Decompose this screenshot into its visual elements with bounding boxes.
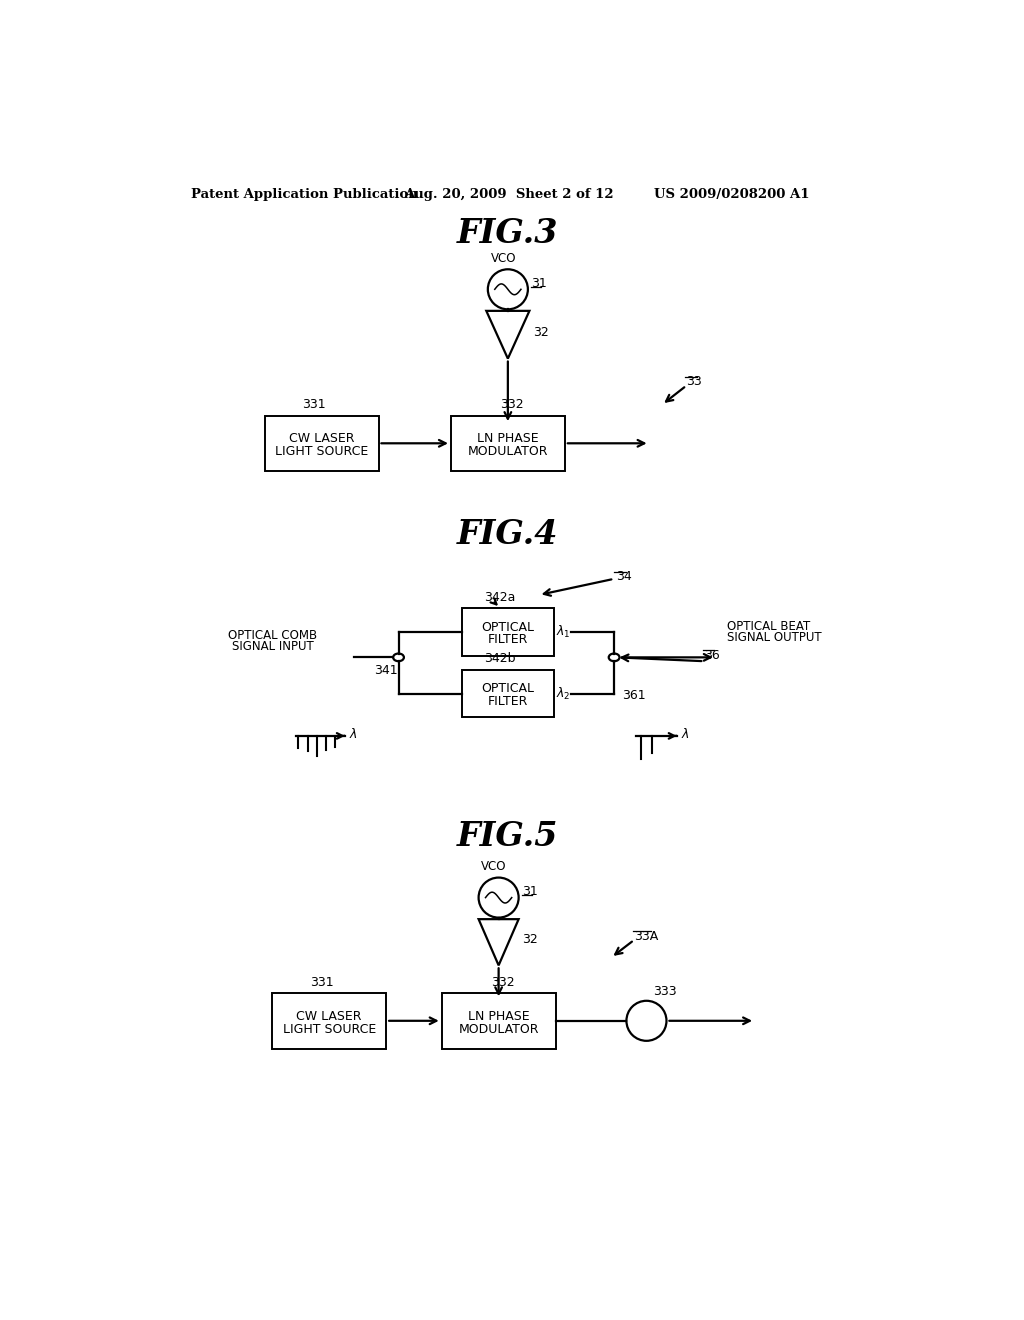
Text: 33A: 33A [634, 929, 658, 942]
Text: US 2009/0208200 A1: US 2009/0208200 A1 [654, 187, 810, 201]
Text: FIG.5: FIG.5 [457, 820, 559, 853]
Text: 331: 331 [302, 399, 326, 412]
Bar [462, 609, 554, 656]
Text: 332: 332 [500, 399, 523, 412]
Polygon shape [486, 312, 529, 359]
Text: OPTICAL BEAT: OPTICAL BEAT [727, 620, 811, 634]
Text: 33: 33 [686, 375, 702, 388]
Polygon shape [478, 919, 518, 965]
Bar [272, 993, 386, 1048]
Text: Aug. 20, 2009  Sheet 2 of 12: Aug. 20, 2009 Sheet 2 of 12 [403, 187, 613, 201]
Text: 32: 32 [534, 326, 549, 339]
Bar [462, 669, 554, 718]
Text: CW LASER: CW LASER [297, 1010, 361, 1023]
Text: 342a: 342a [484, 591, 516, 603]
Text: FIG.4: FIG.4 [457, 517, 559, 550]
Text: OPTICAL: OPTICAL [481, 620, 535, 634]
Text: 333: 333 [652, 985, 676, 998]
Bar [264, 416, 379, 471]
Text: FILTER: FILTER [487, 694, 528, 708]
Text: 331: 331 [309, 975, 334, 989]
Text: VCO: VCO [490, 252, 516, 264]
Text: MODULATOR: MODULATOR [468, 445, 548, 458]
Text: 31: 31 [521, 884, 538, 898]
Text: 342b: 342b [484, 652, 516, 665]
Text: MODULATOR: MODULATOR [459, 1023, 539, 1036]
Bar [441, 993, 556, 1048]
Text: FILTER: FILTER [487, 634, 528, 647]
Bar [451, 416, 565, 471]
Text: SIGNAL INPUT: SIGNAL INPUT [232, 640, 314, 653]
Text: 341: 341 [374, 664, 397, 677]
Text: CW LASER: CW LASER [289, 432, 354, 445]
Text: $\lambda$: $\lambda$ [681, 727, 690, 742]
Text: Patent Application Publication: Patent Application Publication [190, 187, 418, 201]
Text: LN PHASE: LN PHASE [468, 1010, 529, 1023]
Text: $\lambda_2$: $\lambda_2$ [556, 685, 571, 702]
Text: 361: 361 [622, 689, 645, 702]
Text: LIGHT SOURCE: LIGHT SOURCE [283, 1023, 376, 1036]
Ellipse shape [393, 653, 403, 661]
Text: 34: 34 [615, 570, 632, 583]
Text: LN PHASE: LN PHASE [477, 432, 539, 445]
Text: $\lambda_1$: $\lambda_1$ [556, 624, 571, 640]
Text: $\lambda$: $\lambda$ [349, 727, 358, 742]
Text: VCO: VCO [481, 859, 507, 873]
Text: 332: 332 [490, 975, 514, 989]
Text: 36: 36 [705, 648, 720, 661]
Ellipse shape [608, 653, 620, 661]
Text: OPTICAL COMB: OPTICAL COMB [228, 630, 317, 643]
Text: SIGNAL OUTPUT: SIGNAL OUTPUT [727, 631, 822, 644]
Text: FIG.3: FIG.3 [457, 218, 559, 251]
Text: OPTICAL: OPTICAL [481, 682, 535, 696]
Text: 32: 32 [522, 933, 539, 945]
Text: 31: 31 [531, 277, 547, 289]
Text: LIGHT SOURCE: LIGHT SOURCE [274, 445, 369, 458]
